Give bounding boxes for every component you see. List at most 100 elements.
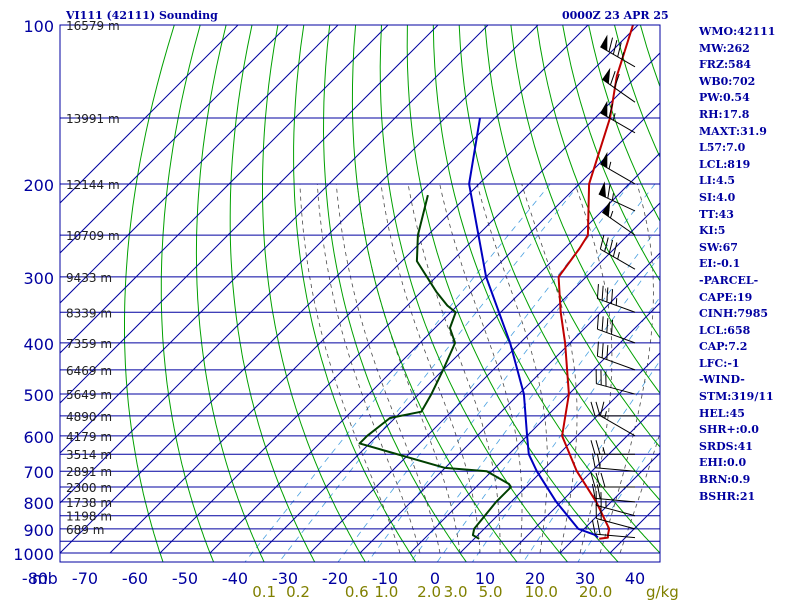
stability-indices-panel: WMO:42111 MW:262 FRZ:584 WB0:702 PW:0.54 RH:1… [699, 24, 775, 505]
temperature-trace [557, 25, 634, 540]
temperature-tick-label: 0 [430, 569, 440, 588]
wind-barb-full [601, 316, 604, 331]
wind-barb-staff [597, 355, 636, 371]
wind-barb-full [595, 401, 601, 417]
height-label: 8339 m [66, 306, 112, 320]
wind-barb [591, 519, 636, 539]
wind-barb-half [608, 161, 612, 170]
temperature-tick-label: 40 [625, 569, 645, 588]
wind-barb-full [591, 519, 596, 535]
height-label: 1738 m [66, 496, 112, 510]
wind-barb-full [599, 401, 605, 416]
isotherm-line [60, 25, 289, 254]
index-item: SI:4.0 [699, 190, 736, 204]
isotherm-line [60, 25, 439, 404]
index-item: PW:0.54 [699, 91, 750, 105]
plot-frame [59, 24, 661, 563]
temperature-tick-label: -60 [122, 569, 148, 588]
wind-barb-pennant [600, 100, 608, 117]
wind-barb-staff [596, 504, 636, 517]
isotherm-line [559, 452, 660, 554]
mixing-ratio-unit: g/kg [646, 583, 679, 600]
index-item: MAXT:31.9 [699, 124, 767, 138]
isotherm-line [60, 25, 239, 204]
wind-barb-full [601, 343, 604, 358]
temperature-tick-label: -80 [22, 569, 48, 588]
isotherm-line [359, 252, 660, 554]
wind-barb-half [621, 52, 625, 60]
wind-barb-staff [595, 533, 636, 539]
isotherm-line [259, 152, 660, 554]
wind-barb-full [596, 484, 601, 499]
wind-barb [596, 284, 636, 313]
wind-barb-pennant [602, 200, 611, 217]
wind-barb-staff [595, 467, 636, 472]
height-label: 2891 m [66, 465, 112, 479]
wind-barb [595, 503, 636, 530]
wind-barb-full [608, 103, 614, 118]
wind-barb-full [596, 284, 599, 299]
moist-adiabat [380, 183, 481, 554]
wind-barb-full [607, 183, 611, 199]
wind-barb-full [590, 440, 596, 455]
wind-barb-full [608, 239, 614, 255]
height-label: 13991 m [66, 112, 120, 126]
wind-barb-full [606, 345, 609, 360]
mixing-ratio-label: 2.0 [417, 583, 441, 600]
index-item: L57:7.0 [699, 141, 746, 155]
index-item: RH:17.8 [699, 107, 750, 121]
wind-barb-full [595, 472, 601, 488]
height-label: 2300 m [66, 481, 112, 495]
wind-barb-full [606, 318, 609, 333]
wind-barb-full [601, 285, 604, 301]
wind-barb-full [611, 319, 614, 335]
index-item: -PARCEL- [699, 273, 759, 287]
index-item: CAPE:19 [699, 290, 753, 304]
wind-barb-staff [598, 193, 636, 212]
mixing-ratio-label: 5.0 [479, 583, 503, 600]
mixing-ratio-label: 10.0 [525, 583, 558, 600]
index-item: HEL:45 [699, 406, 745, 420]
parcel-trace [468, 117, 599, 539]
wind-barb-half [604, 411, 607, 419]
moist-adiabat [574, 183, 613, 554]
wind-barb-full [608, 37, 614, 52]
temperature-tick-label: 30 [575, 569, 595, 588]
index-item: CAP:7.2 [699, 340, 748, 354]
index-item: SW:67 [699, 240, 738, 254]
wind-barb-staff [596, 383, 636, 395]
height-label: 4179 m [66, 430, 112, 444]
pressure-axis-label: mb [32, 569, 58, 588]
wind-barb-full [617, 42, 622, 57]
height-label: 1198 m [66, 510, 112, 524]
dry-adiabat [293, 25, 417, 562]
pressure-tick-label: 700 [23, 463, 54, 482]
wind-barb [601, 67, 636, 103]
wind-barb-pennant [600, 34, 608, 51]
pressure-tick-label: 800 [23, 494, 54, 513]
valid-time: 0000Z 23 APR 25 [562, 9, 669, 22]
dry-adiabat [160, 25, 215, 562]
wind-barb-full [604, 237, 609, 252]
wind-barb-full [614, 73, 620, 88]
wind-barb-full [600, 472, 606, 488]
wind-barb-staff [596, 518, 636, 530]
wind-barb [590, 440, 635, 455]
mixing-ratio-line [522, 360, 660, 562]
wind-barb-full [591, 453, 596, 468]
temperature-tick-label: -40 [222, 569, 248, 588]
mixing-ratio-label: 0.1 [252, 583, 276, 600]
wind-barb-pennant [598, 181, 606, 198]
mixing-ratio-label: 0.2 [286, 583, 310, 600]
wind-barbs [590, 34, 636, 539]
height-label: 12144 m [66, 178, 120, 192]
wind-barb [596, 341, 636, 371]
mixing-ratio-line [436, 254, 660, 562]
mixing-ratio-label: 3.0 [444, 583, 468, 600]
mixing-ratio-label: 0.6 [345, 583, 369, 600]
index-item: FRZ:584 [699, 58, 752, 72]
wind-barb-staff [597, 328, 636, 344]
wind-barb [590, 472, 635, 488]
pressure-tick-label: 300 [23, 269, 54, 288]
